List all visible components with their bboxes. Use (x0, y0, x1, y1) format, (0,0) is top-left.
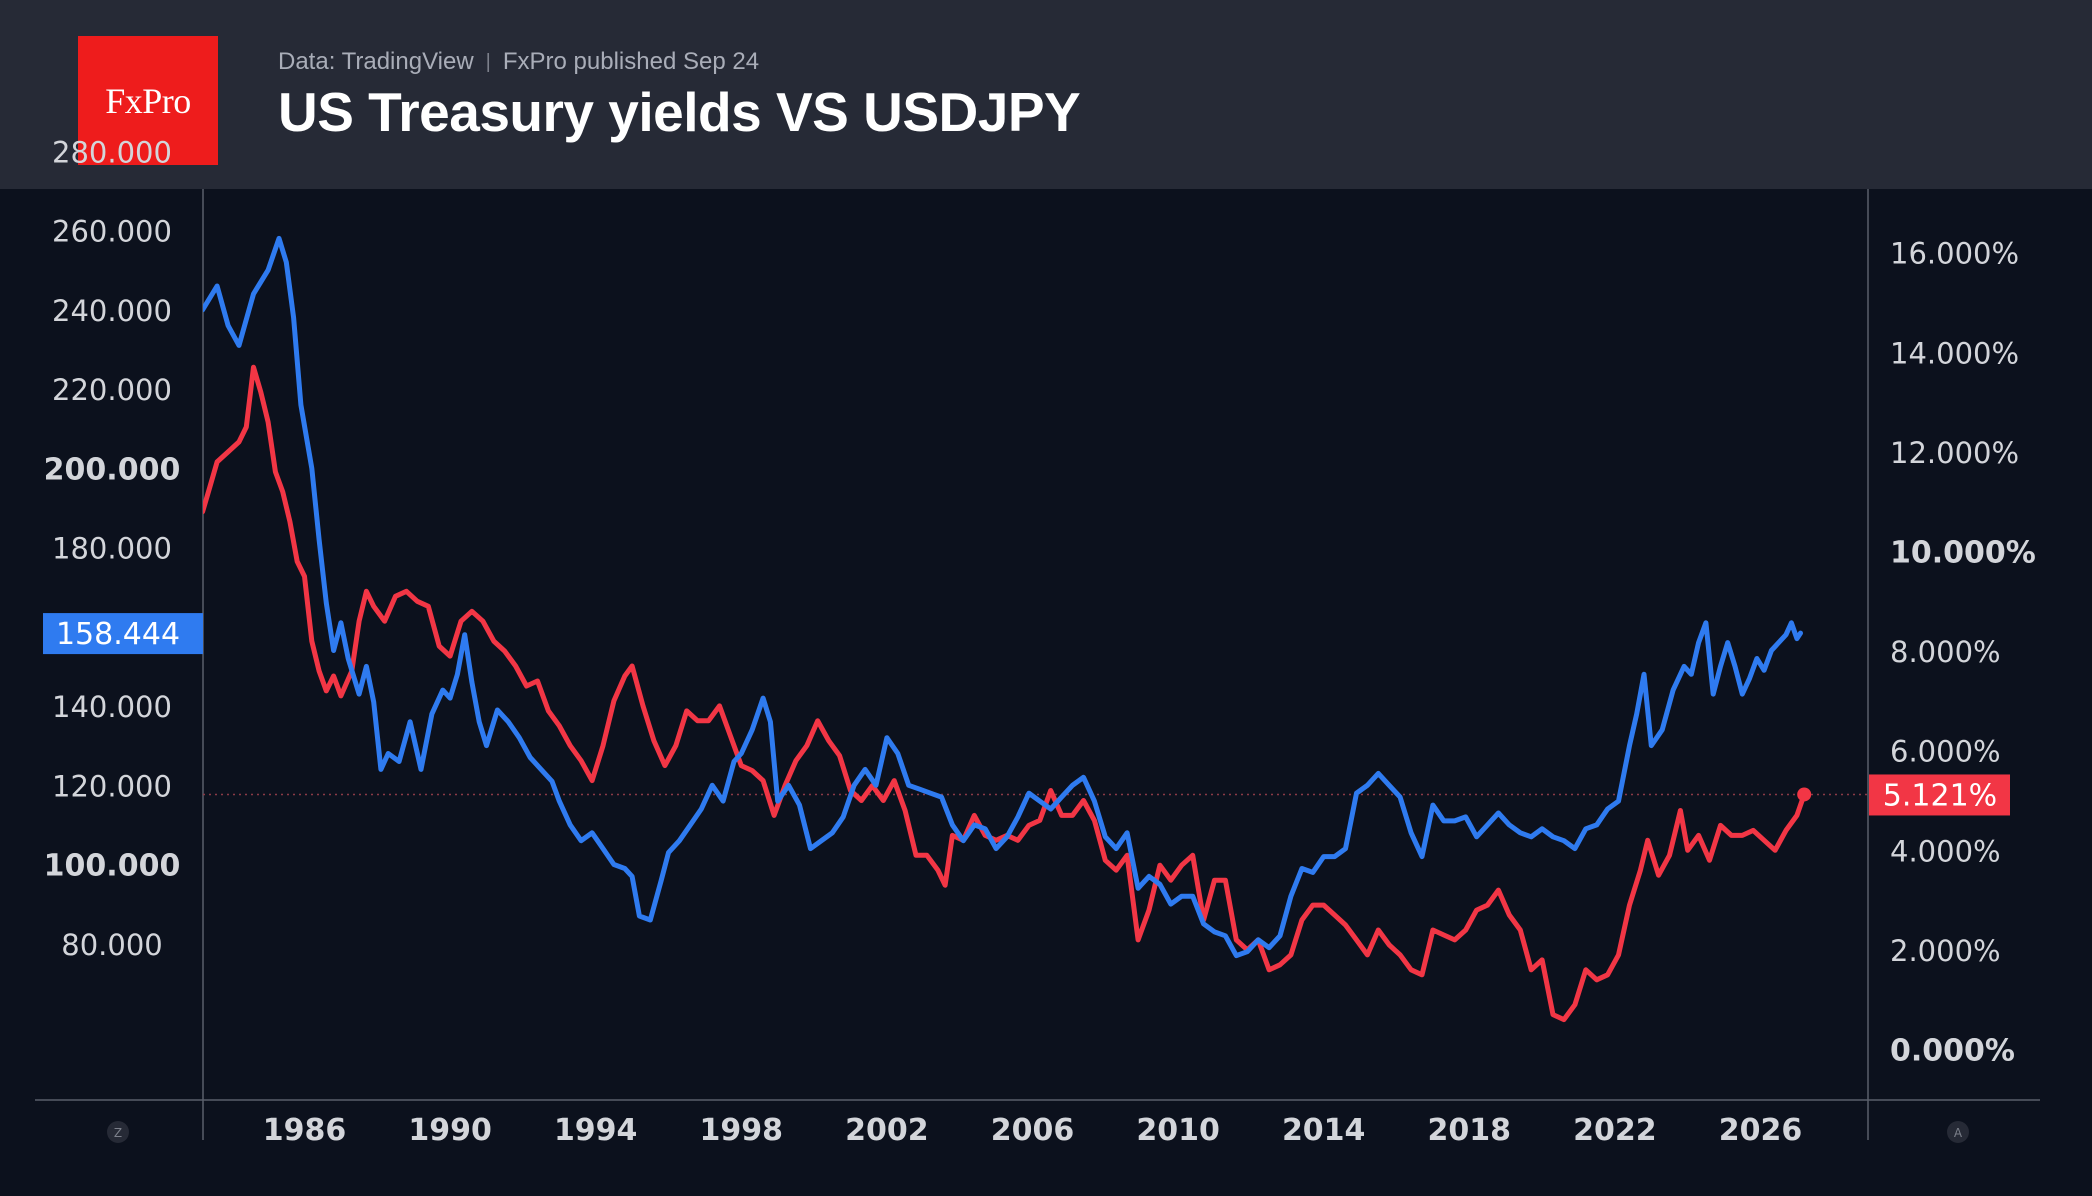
x-tick-label: 2014 (1282, 1113, 1366, 1148)
usdjpy-last-value-text: 158.444 (56, 617, 180, 652)
left-corner-mark[interactable]: Z (107, 1121, 129, 1143)
x-tick-label: 1994 (554, 1113, 638, 1148)
x-tick-label: 1990 (408, 1113, 492, 1148)
data-source-line: Data: TradingView | FxPro published Sep … (278, 48, 759, 76)
yield-series-line (203, 364, 1807, 1023)
right-corner-mark[interactable]: A (1947, 1121, 1969, 1143)
right-y-tick-label: 10.000% (1890, 536, 2036, 571)
left-y-tick-label: 80.000 (61, 928, 162, 962)
yield-last-value-badge (1869, 774, 2010, 816)
right-y-tick-label: 4.000% (1890, 834, 2001, 868)
x-tick-label: 2006 (991, 1113, 1075, 1148)
left-y-axis-ticks: 280.000 260.000 240.000 220.000 200.000 180.0… (44, 135, 181, 962)
yield-last-value-text: 5.121% (1883, 778, 1997, 813)
left-corner-mark-label: Z (114, 1126, 122, 1140)
x-tick-label: 2022 (1573, 1113, 1657, 1148)
right-y-tick-label: 16.000% (1890, 237, 2019, 271)
usdjpy-last-value-badge (43, 613, 203, 655)
fxpro-logo: FxPro (78, 36, 218, 165)
x-tick-label: 2026 (1719, 1113, 1803, 1148)
left-y-tick-label: 200.000 (44, 452, 181, 487)
left-y-tick-label: 100.000 (44, 849, 181, 884)
left-y-tick-label: 140.000 (52, 690, 172, 724)
left-y-tick-label: 180.000 (52, 532, 172, 566)
right-y-tick-label: 0.000% (1890, 1034, 2015, 1069)
right-y-tick-label: 8.000% (1890, 635, 2001, 669)
usdjpy-series-line (203, 235, 1803, 959)
publisher-label: FxPro published Sep 24 (502, 48, 760, 75)
left-y-tick-label: 240.000 (52, 294, 172, 328)
left-y-tick-label: 220.000 (52, 373, 172, 407)
x-tick-label: 2010 (1136, 1113, 1220, 1148)
x-tick-label: 2002 (845, 1113, 929, 1148)
left-y-tick-label: 280.000 (52, 135, 172, 169)
last-value-labels: 158.444 5.121% (43, 613, 2010, 816)
right-corner-mark-label: A (1954, 1126, 1963, 1140)
x-axis-ticks: 1986 1990 1994 1998 2002 2006 2010 2014 2018 2022… (263, 1113, 1803, 1148)
right-y-tick-label: 2.000% (1890, 934, 2001, 968)
left-y-tick-label: 260.000 (52, 215, 172, 249)
left-y-tick-label: 120.000 (52, 769, 172, 803)
right-y-axis-ticks: 16.000% 14.000% 12.000% 10.000% 8.000% 6.000%… (1890, 237, 2036, 1069)
header-bar: FxPro Data: TradingView | FxPro publishe… (0, 0, 2092, 189)
logo-text: FxPro (105, 80, 191, 121)
separator-glyph: | (485, 50, 491, 73)
page-title: US Treasury yields VS USDJPY (278, 81, 1081, 143)
right-y-tick-label: 6.000% (1890, 735, 2001, 769)
yield-last-point-dot (1797, 787, 1812, 802)
x-tick-label: 1986 (263, 1113, 347, 1148)
right-y-tick-label: 14.000% (1890, 336, 2019, 370)
series-lines (203, 235, 1807, 1023)
x-tick-label: 1998 (700, 1113, 784, 1148)
x-tick-label: 2018 (1428, 1113, 1512, 1148)
data-source-label: Data: TradingView (278, 48, 474, 75)
right-y-tick-label: 12.000% (1890, 436, 2019, 470)
